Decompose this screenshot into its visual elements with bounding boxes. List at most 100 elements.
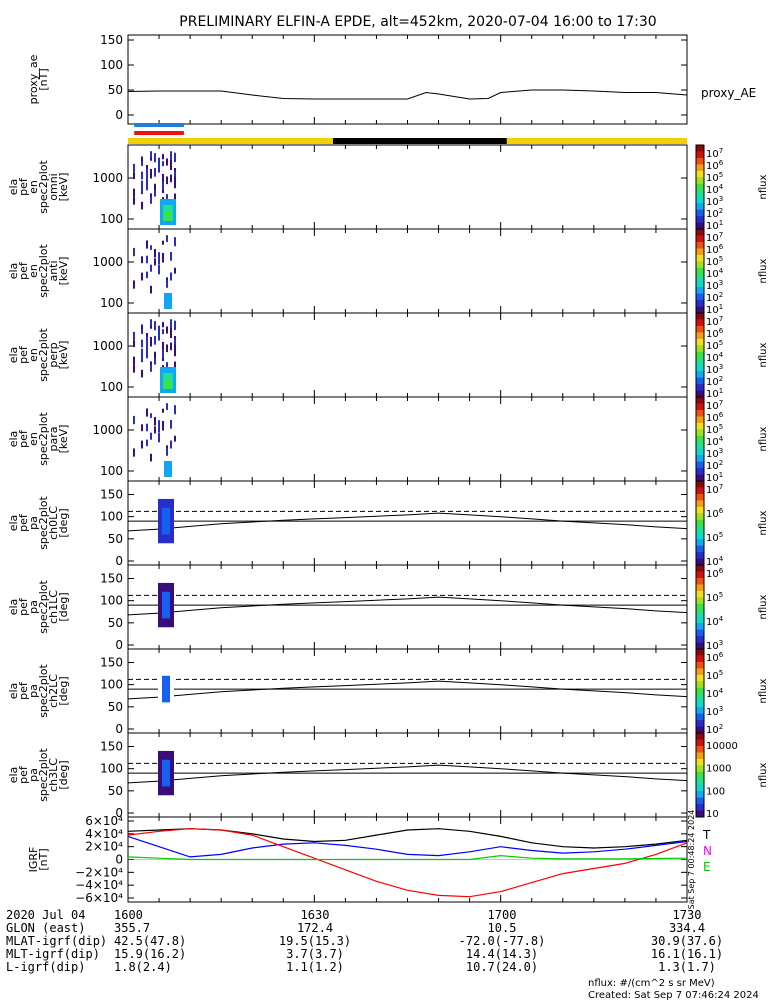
colorbar-segment: [696, 729, 704, 734]
colorbar-segment: [696, 306, 704, 311]
colorbar-segment: [696, 193, 704, 198]
y-axis-label: ela: [7, 683, 20, 700]
spectrogram-pixel: [174, 407, 176, 415]
spectrogram-pixel: [166, 280, 168, 288]
colorbar-segment: [696, 164, 704, 169]
colorbar-segment: [696, 581, 704, 585]
colorbar-segment: [696, 468, 704, 472]
status-bar-segment: [128, 138, 333, 144]
y-axis-label: ela: [7, 263, 20, 280]
colorbar-segment: [696, 700, 704, 705]
y-tick-label: 0: [115, 108, 123, 122]
colorbar-segment: [696, 555, 704, 560]
colorbar-segment: [696, 151, 704, 156]
colorbar-segment: [696, 587, 704, 592]
colorbar-segment: [696, 374, 704, 379]
colorbar-segment: [696, 471, 704, 476]
spectrogram-pixel: [154, 336, 156, 345]
spectrogram-pixel: [174, 405, 176, 411]
spectrogram-pixel: [141, 272, 143, 280]
colorbar-segment: [696, 422, 704, 427]
colorbar-segment: [696, 419, 704, 424]
colorbar-segment: [696, 348, 704, 353]
spectrogram-pixel: [174, 435, 176, 442]
x-axis-value: 1.3(1.7): [658, 960, 716, 974]
spectrogram-pixel: [150, 413, 152, 418]
colorbar-segment: [696, 552, 704, 556]
x-axis-value: 172.4: [297, 921, 333, 935]
colorbar-segment: [696, 765, 704, 770]
spectrogram-pixel: [133, 172, 135, 180]
spectrogram-pixel: [154, 356, 156, 365]
colorbar-segment: [696, 739, 704, 744]
colorbar-segment: [696, 325, 704, 330]
y-axis-label: pef: [17, 261, 30, 280]
colorbar-segment: [696, 703, 704, 708]
colorbar-segment: [696, 613, 704, 618]
colorbar-segment: [696, 687, 704, 692]
spectrogram-pixel: [154, 155, 156, 163]
y-tick-label: 100: [100, 212, 123, 226]
spectrogram-pixel: [174, 239, 176, 247]
colorbar-segment: [696, 487, 704, 492]
y-tick-label: 150: [100, 33, 123, 47]
y-tick-label: 100: [100, 510, 123, 524]
igrf-line-n: [127, 835, 688, 858]
colorbar-segment: [696, 367, 704, 372]
pitch-angle-data: [162, 675, 170, 703]
colorbar-segment: [696, 329, 704, 333]
colorbar-segment: [696, 716, 704, 721]
igrf-line-t: [127, 828, 688, 849]
colorbar-segment: [696, 206, 704, 211]
spectrogram-pixel: [170, 328, 172, 339]
y-axis-label: [deg]: [57, 760, 70, 789]
spectrogram-pixel: [150, 169, 152, 178]
spectrogram-pixel: [133, 415, 135, 425]
spectrogram-pixel: [146, 168, 148, 176]
colorbar-segment: [696, 594, 704, 598]
blue-marker-bar: [134, 123, 184, 127]
colorbar-segment: [696, 490, 704, 495]
spectrogram-pixel: [162, 322, 164, 328]
colorbar-segment: [696, 778, 704, 782]
colorbar-segment: [696, 384, 704, 388]
panel-frame-spec_para: [127, 396, 688, 482]
spectrogram-pixel: [133, 365, 135, 373]
colorbar-segment: [696, 500, 704, 505]
colorbar-segment: [696, 280, 704, 285]
colorbar-segment: [696, 636, 704, 640]
colorbar-segment: [696, 497, 704, 501]
x-axis-value: 1600: [114, 908, 143, 922]
spectrogram-pixel: [146, 271, 148, 279]
colorbar-segment: [696, 154, 704, 159]
spectrogram-pixel: [141, 440, 143, 448]
colorbar-segment: [696, 561, 704, 566]
colorbar-segment: [696, 810, 704, 815]
spectrogram-pixel: [150, 432, 152, 440]
y-tick-label: 100: [100, 58, 123, 72]
y-axis-label: [nT]: [37, 848, 50, 870]
spectrogram-pixel: [133, 163, 135, 173]
spectrogram-pixel: [158, 420, 160, 428]
spectrogram-pixel: [141, 180, 143, 188]
spectrogram-pixel: [158, 265, 160, 275]
igrf-legend-e: E: [703, 860, 711, 874]
spectrogram-pixel: [174, 267, 176, 274]
colorbar-segment: [696, 733, 704, 737]
colorbar-tick-label: 107: [706, 483, 723, 496]
igrf-legend-n: N: [703, 844, 712, 858]
y-axis-label: pef: [17, 513, 30, 532]
y-axis-label: spec2plot: [37, 496, 50, 550]
pitch-angle-data: [162, 591, 170, 619]
spectrogram-pixel: [141, 201, 143, 210]
colorbar-segment: [696, 503, 704, 508]
colorbar-segment: [696, 694, 704, 698]
colorbar-segment: [696, 229, 704, 233]
colorbar-segment: [696, 571, 704, 576]
colorbar-segment: [696, 361, 704, 366]
colorbar-segment: [696, 484, 704, 488]
y-axis-label: proxy_ae: [27, 54, 40, 104]
x-axis-value: 14.4(14.3): [466, 947, 538, 961]
colorbar-segment: [696, 216, 704, 220]
colorbar-segment: [696, 574, 704, 579]
